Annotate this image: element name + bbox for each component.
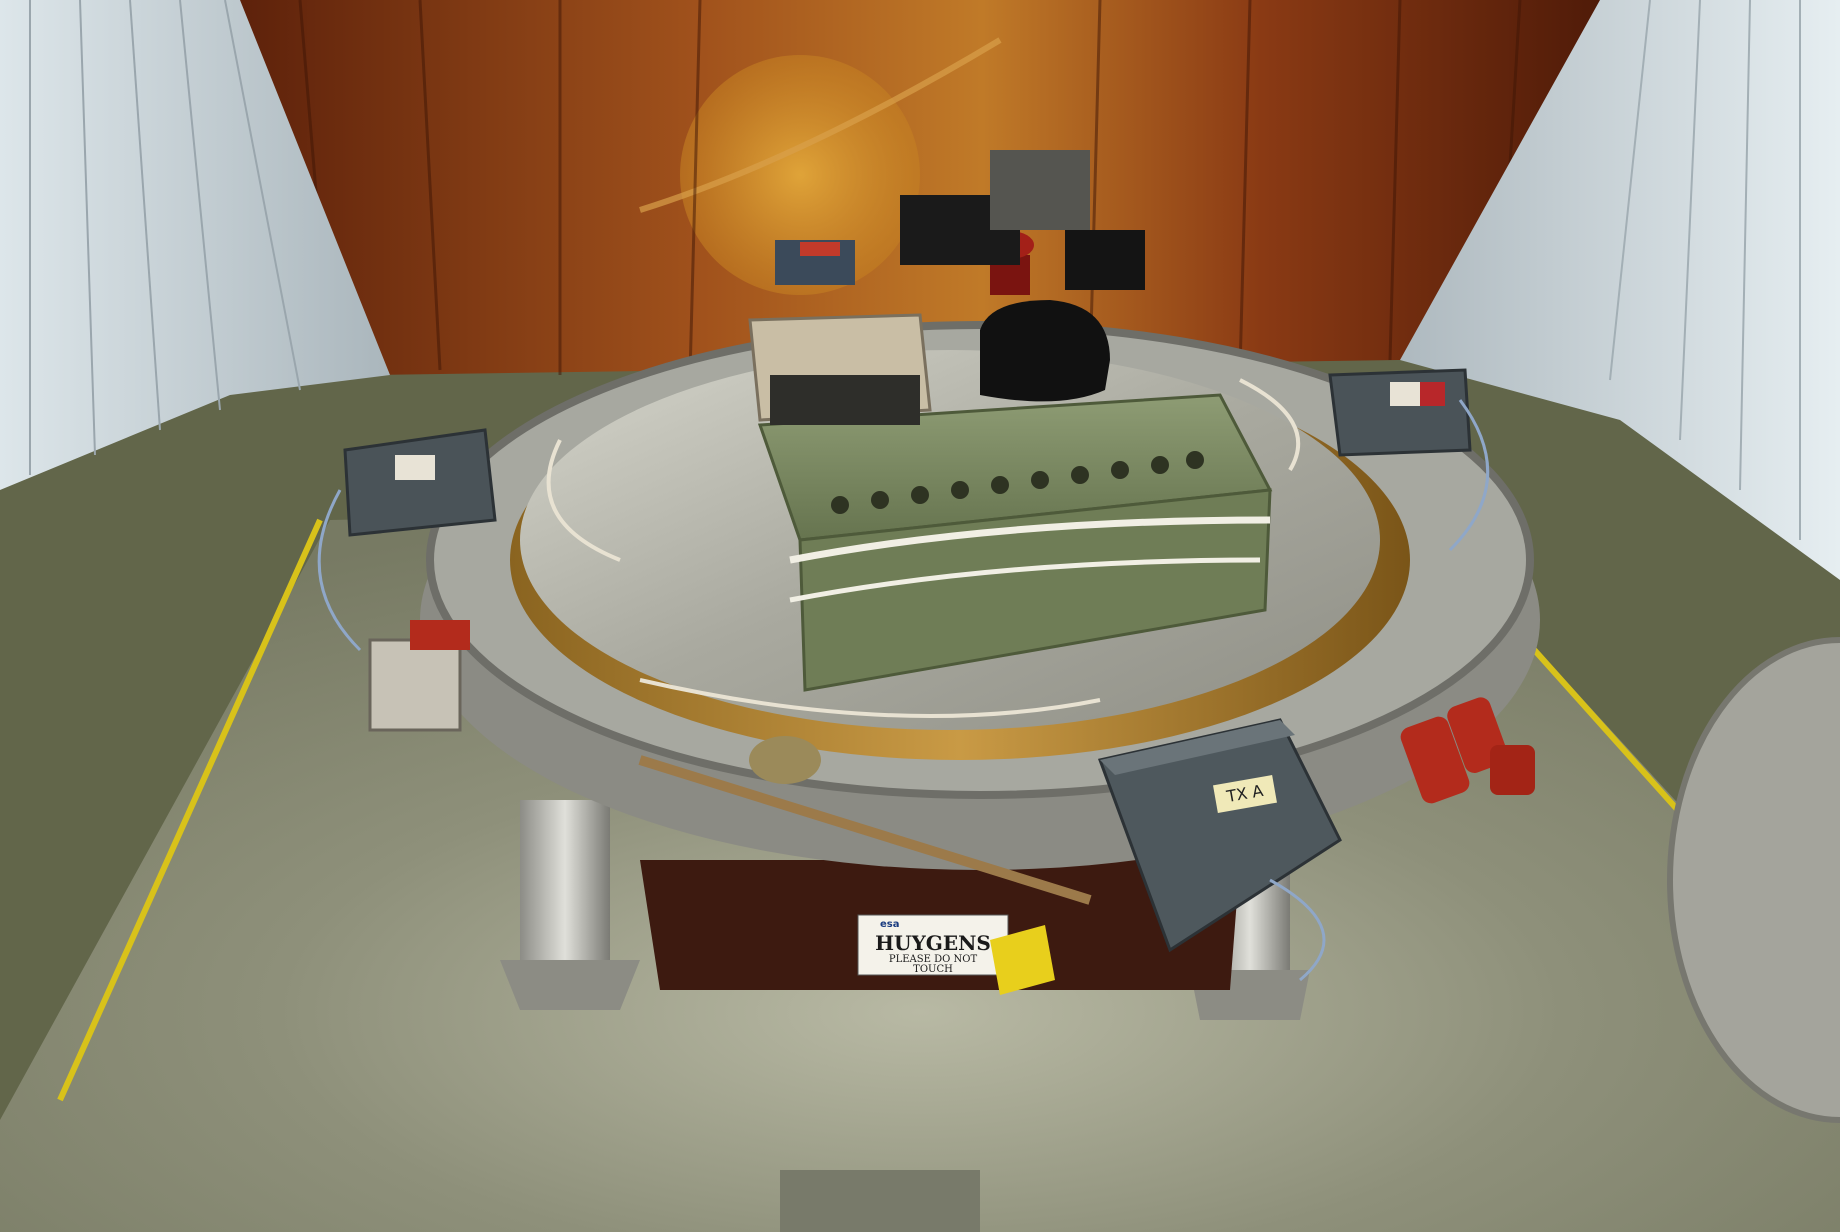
- central-electronics-box: [757, 393, 1273, 692]
- blue-cables: [317, 399, 1490, 982]
- floor-marker-plate: [780, 1170, 980, 1232]
- tx-tag: [1213, 775, 1277, 813]
- red-canisters: [1400, 697, 1535, 804]
- black-connector-panel: [770, 375, 920, 425]
- white-harness: [546, 378, 1301, 718]
- hazard-tape-left: [57, 518, 323, 1102]
- esd-warning-sticker: [990, 925, 1055, 995]
- black-tank: [980, 231, 1110, 402]
- sign-logo-text: esa: [880, 919, 899, 930]
- right-grey-box: [1328, 368, 1472, 457]
- do-not-touch-sign: esa HUYGENS PLEASE DO NOT TOUCH: [857, 914, 1009, 976]
- left-curtain-wall: [0, 0, 390, 490]
- right-curtain-wall: [1400, 0, 1840, 580]
- sign-title: HUYGENS: [875, 931, 991, 955]
- wood-wall: [215, 0, 1610, 376]
- left-mechanism: [368, 620, 470, 732]
- deployment-rod: [638, 755, 1092, 905]
- back-grey-box: [990, 150, 1090, 230]
- rod-disk: [749, 736, 821, 784]
- front-transmitter-box: TX A: [1097, 718, 1342, 953]
- left-grey-box: [343, 428, 497, 537]
- sign-line2: TOUCH: [913, 964, 953, 975]
- dish-edge: [1667, 637, 1840, 1123]
- sign-line1: PLEASE DO NOT: [889, 954, 978, 965]
- back-black-box-2: [1065, 230, 1145, 290]
